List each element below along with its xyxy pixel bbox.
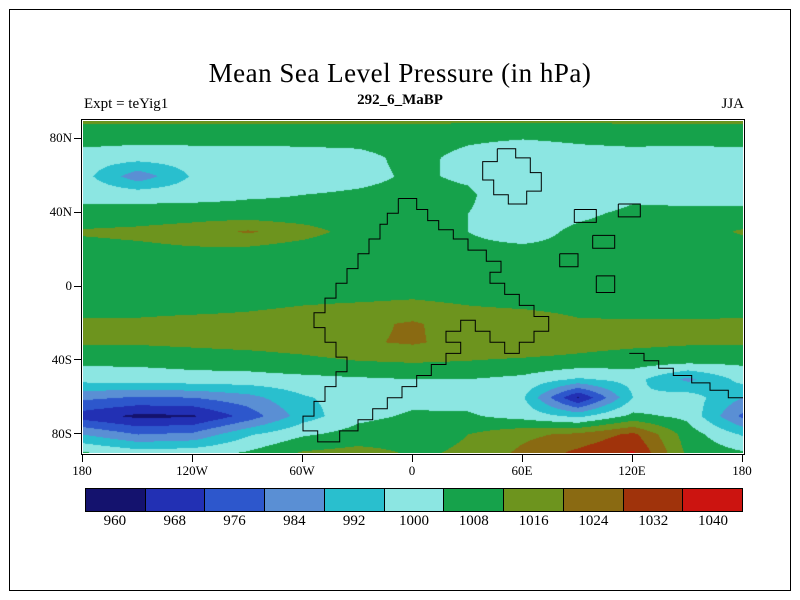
coastline-path <box>617 203 641 218</box>
lon-tick-mark <box>521 454 523 462</box>
chart-title: Mean Sea Level Pressure (in hPa) <box>208 58 592 88</box>
lon-tick-label: 0 <box>408 463 416 478</box>
colorbar-tick-label: 1024 <box>578 513 609 529</box>
coastline-path <box>559 253 579 268</box>
pressure-field-canvas <box>83 121 743 453</box>
colorbar-segment <box>145 489 206 511</box>
lon-tick-label: 180 <box>732 463 752 478</box>
colorbar-tick-label: 960 <box>103 513 127 529</box>
colorbar-tick-label: 1040 <box>698 513 729 529</box>
coastline-path <box>629 352 743 399</box>
lat-tick-mark <box>74 433 82 435</box>
lat-tick-label: 80S <box>51 425 72 441</box>
colorbar-tick-label: 1032 <box>638 513 669 529</box>
outer-frame <box>9 9 791 591</box>
lat-tick-mark <box>74 211 82 213</box>
lat-tick-label: 40N <box>49 204 72 220</box>
coastline-path <box>573 209 597 223</box>
colorbar-segment <box>504 489 564 511</box>
lon-tick-mark <box>631 454 633 462</box>
lat-tick-mark <box>74 137 82 139</box>
lon-tick-mark <box>81 454 83 462</box>
colorbar-segment <box>623 489 684 511</box>
colorbar-tick-label: 968 <box>163 513 186 529</box>
colorbar <box>85 488 743 512</box>
coastline-overlay <box>302 148 743 443</box>
colorbar-tick-label: 1008 <box>458 513 489 529</box>
colorbar-segment <box>683 489 743 511</box>
colorbar-segment <box>563 489 624 511</box>
colorbar-segment <box>265 489 325 511</box>
chart-subtitle: 292_6_MaBP <box>357 92 443 108</box>
coastline-path <box>595 275 616 293</box>
lat-tick-label: 40S <box>51 351 72 367</box>
lon-tick-label: 60E <box>511 463 533 478</box>
colorbar-segment <box>384 489 445 511</box>
lon-tick-label: 60W <box>289 463 315 478</box>
colorbar-tick-label: 992 <box>342 513 366 529</box>
lon-tick-mark <box>191 454 193 462</box>
lat-tick-label: 0 <box>65 278 73 293</box>
map-frame <box>81 119 745 455</box>
lon-tick-label: 120W <box>176 463 208 478</box>
lon-tick-mark <box>411 454 413 462</box>
lon-tick-label: 120E <box>618 463 646 478</box>
colorbar-segment <box>444 489 505 511</box>
coastline-path <box>592 234 616 249</box>
colorbar-tick-label: 1000 <box>398 513 429 529</box>
colorbar-segment <box>324 489 385 511</box>
coastline-path <box>482 148 542 205</box>
colorbar-tick-label: 984 <box>283 513 306 529</box>
coastline-path <box>302 198 550 443</box>
season-label: JJA <box>721 96 744 112</box>
lon-tick-mark <box>741 454 743 462</box>
lat-tick-mark <box>74 359 82 361</box>
lon-tick-mark <box>301 454 303 462</box>
lat-tick-mark <box>74 285 82 287</box>
lon-tick-label: 180 <box>72 463 92 478</box>
colorbar-labels: 960 968 976 984 992 1000 1008 1016 1024 1032 1040 <box>85 513 743 530</box>
colorbar-tick-label: 976 <box>223 513 246 529</box>
colorbar-tick-label: 1016 <box>518 513 549 529</box>
colorbar-segment <box>205 489 266 511</box>
lat-tick-label: 80N <box>49 130 72 146</box>
experiment-label: Expt = teYig1 <box>84 96 169 112</box>
colorbar-segment <box>86 489 146 511</box>
